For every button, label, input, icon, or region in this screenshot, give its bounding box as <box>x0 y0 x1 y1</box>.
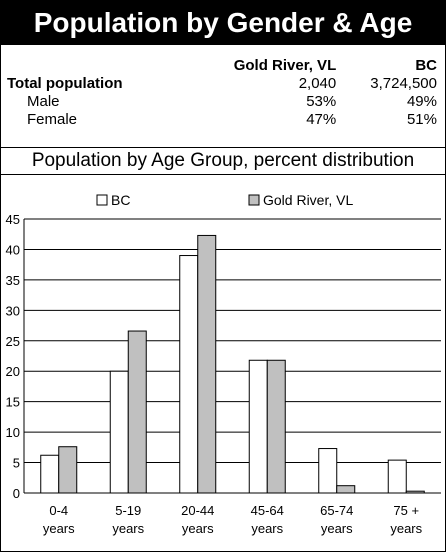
legend-swatch <box>96 194 108 206</box>
bc-value: 3,724,500 <box>370 75 437 92</box>
bar-gold-river <box>336 485 356 494</box>
bar-gold-river <box>58 446 78 494</box>
column-header-bc: BC <box>415 57 437 74</box>
table-header-row: Gold River, VL BC <box>7 57 437 75</box>
age-distribution-chart: 0 5 10 15 20 25 30 35 40 45 0-4 years 5-19 years 20-44… <box>6 192 441 536</box>
page-title: Population by Gender & Age <box>1 1 445 45</box>
row-label: Male <box>27 93 60 110</box>
bar-bc <box>109 370 129 494</box>
legend-label: Gold River, VL <box>263 192 353 208</box>
x-tick-label: 65-74 <box>320 503 353 518</box>
legend-swatch <box>248 194 260 206</box>
x-tick-label: 20-44 <box>181 503 214 518</box>
x-tick-label: 75 + <box>393 503 419 518</box>
x-tick-label: years <box>43 521 75 536</box>
y-tick-label: 5 <box>13 456 20 471</box>
bar-bc <box>248 359 268 494</box>
column-header-gold-river: Gold River, VL <box>233 57 337 74</box>
x-tick-label: years <box>182 521 214 536</box>
y-tick-label: 35 <box>6 273 20 288</box>
gold-river-value: 47% <box>306 111 337 128</box>
column-header-blank <box>7 57 181 75</box>
bc-value: 49% <box>406 93 437 110</box>
x-tick-label: years <box>321 521 353 536</box>
y-tick-label: 40 <box>6 242 20 257</box>
x-tick-label: 0-4 <box>49 503 68 518</box>
legend-label: BC <box>111 192 130 208</box>
x-tick-label: years <box>251 521 283 536</box>
bar-gold-river <box>197 234 217 494</box>
row-label: Total population <box>7 75 123 92</box>
y-tick-label: 45 <box>6 212 20 227</box>
bc-value: 51% <box>406 111 437 128</box>
gold-river-value: 2,040 <box>298 75 337 92</box>
section-title: Population by Age Group, percent distrib… <box>1 147 445 175</box>
x-tick-label: years <box>112 521 144 536</box>
bar-gold-river <box>127 330 147 494</box>
bar-bc <box>179 255 199 494</box>
bar-gold-river <box>266 359 286 494</box>
y-tick-label: 10 <box>6 425 20 440</box>
bar-bc <box>40 454 60 494</box>
x-tick-label: 45-64 <box>251 503 284 518</box>
row-label: Female <box>27 111 78 128</box>
table-row: Male 53% 49% <box>7 93 437 111</box>
gold-river-value: 53% <box>306 93 337 110</box>
bar-gold-river <box>405 490 425 494</box>
y-tick-label: 30 <box>6 303 20 318</box>
y-tick-label: 25 <box>6 334 20 349</box>
y-tick-label: 15 <box>6 395 20 410</box>
bar-bc <box>387 459 407 494</box>
x-tick-label: 5-19 <box>115 503 141 518</box>
x-tick-label: years <box>390 521 422 536</box>
table-row: Total population 2,040 3,724,500 <box>7 75 437 93</box>
table-row: Female 47% 51% <box>7 111 437 129</box>
y-tick-label: 20 <box>6 364 20 379</box>
y-tick-label: 0 <box>13 486 20 501</box>
population-stats-table: Gold River, VL BC Total population 2,040… <box>7 57 437 129</box>
bar-bc <box>318 448 338 494</box>
